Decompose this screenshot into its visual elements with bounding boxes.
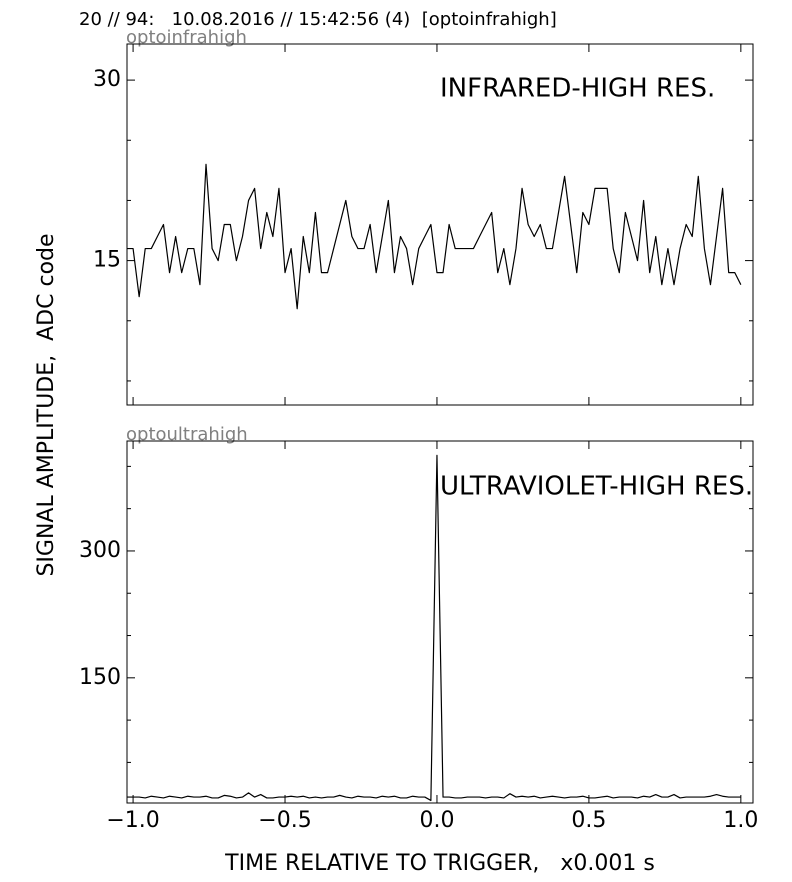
annotation: INFRARED-HIGH RES.	[440, 74, 715, 104]
x-tick-label: −0.5	[258, 808, 311, 833]
y-axis-label: SIGNAL AMPLITUDE, ADC code	[34, 233, 59, 576]
x-tick-label: 0.5	[571, 808, 606, 833]
annotation: ULTRAVIOLET-HIGH RES.	[440, 472, 753, 502]
x-tick-label: 1.0	[723, 808, 758, 833]
y-tick-label: 15	[93, 248, 121, 273]
data-line	[127, 163, 742, 310]
plot-frame	[126, 43, 754, 406]
panel-label: optoinfrahigh	[126, 27, 247, 48]
x-tick-label: −1.0	[106, 808, 159, 833]
panel-label: optoultrahigh	[126, 424, 248, 445]
data-line	[127, 454, 741, 802]
y-tick-label: 300	[79, 538, 121, 563]
y-tick-label: 150	[79, 665, 121, 690]
x-tick-label: 0.0	[419, 808, 454, 833]
y-tick-label: 30	[93, 67, 121, 92]
x-axis-label: TIME RELATIVE TO TRIGGER, x0.001 s	[224, 851, 655, 876]
plot-frame	[126, 440, 754, 804]
header: 20 // 94: 10.08.2016 // 15:42:56 (4) [op…	[79, 9, 557, 30]
